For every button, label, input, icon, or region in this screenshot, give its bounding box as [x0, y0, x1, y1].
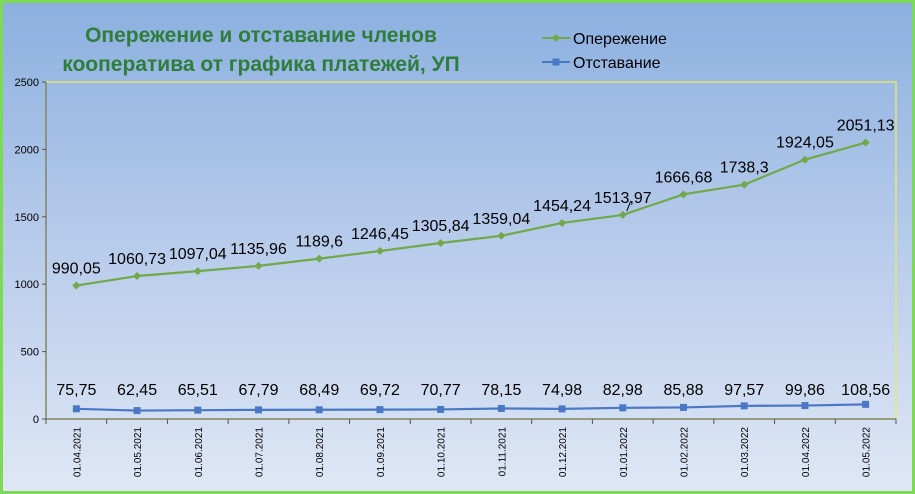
- data-point: [437, 405, 445, 413]
- data-point: [72, 281, 81, 290]
- x-tick-label: 01.11.2021: [497, 427, 508, 477]
- x-tick-label: 01.06.2021: [194, 427, 205, 477]
- data-point: [254, 261, 263, 270]
- data-label: 1666,68: [655, 169, 713, 186]
- data-point: [194, 406, 202, 414]
- data-point: [619, 404, 627, 412]
- data-label: 70,77: [421, 382, 461, 399]
- data-label: 1924,05: [776, 135, 834, 152]
- data-point: [497, 231, 506, 240]
- data-label: 78,15: [481, 382, 521, 399]
- data-label: 74,98: [542, 382, 582, 399]
- data-point: [740, 402, 748, 410]
- data-label: 82,98: [603, 382, 643, 399]
- data-label: 1060,73: [108, 251, 166, 268]
- data-point: [801, 402, 809, 410]
- data-label: 1189,6: [295, 234, 343, 251]
- data-point: [133, 272, 142, 281]
- x-tick-label: 01.12.2021: [558, 427, 569, 477]
- data-label: 1738,3: [720, 160, 769, 177]
- data-label: 75,75: [56, 382, 96, 399]
- data-point: [740, 180, 749, 189]
- data-point: [133, 407, 141, 415]
- data-label: 97,57: [724, 382, 764, 399]
- data-point: [72, 405, 80, 413]
- x-tick-label: 01.01.2022: [619, 427, 630, 477]
- data-point: [679, 190, 688, 199]
- data-label: 2051,13: [837, 118, 895, 135]
- x-tick-label: 01.04.2021: [72, 427, 83, 477]
- y-tick-label: 1500: [15, 212, 39, 224]
- data-label: 108,56: [841, 382, 890, 399]
- data-label: 1097,04: [169, 246, 227, 263]
- data-label: 85,88: [663, 382, 703, 399]
- x-tick-label: 01.05.2021: [133, 427, 144, 477]
- data-label: 1513,97: [594, 190, 652, 207]
- data-point: [618, 210, 627, 219]
- data-point: [315, 406, 323, 414]
- data-label: 68,49: [299, 382, 339, 399]
- y-tick-label: 0: [33, 414, 39, 426]
- x-tick-label: 01.07.2021: [255, 427, 266, 477]
- data-point: [376, 406, 384, 414]
- legend-label: Отставание: [573, 55, 661, 72]
- x-tick-label: 01.05.2022: [862, 427, 873, 477]
- data-label: 1454,24: [533, 198, 591, 215]
- data-label: 67,79: [238, 382, 278, 399]
- label-leader-line: [626, 200, 632, 212]
- data-label: 1305,84: [412, 218, 470, 235]
- data-label: 1135,96: [230, 241, 287, 258]
- data-point: [436, 238, 445, 247]
- x-tick-label: 01.02.2022: [680, 427, 691, 477]
- x-tick-label: 01.03.2022: [740, 427, 751, 477]
- data-point: [680, 403, 687, 411]
- data-point: [800, 155, 809, 164]
- data-point: [255, 406, 262, 414]
- x-tick-label: 01.10.2021: [437, 427, 448, 477]
- data-point: [558, 405, 566, 413]
- data-point: [315, 254, 324, 263]
- legend-marker: [552, 34, 560, 42]
- x-tick-label: 01.04.2022: [801, 427, 812, 477]
- data-label: 62,45: [117, 382, 157, 399]
- data-point: [861, 138, 870, 147]
- data-label: 990,05: [52, 261, 101, 278]
- data-point: [862, 400, 870, 408]
- x-tick-label: 01.09.2021: [376, 427, 387, 477]
- data-label: 99,86: [785, 382, 825, 399]
- series-line-1: [76, 141, 866, 287]
- data-point: [375, 246, 384, 255]
- data-point: [193, 267, 202, 276]
- data-point: [558, 218, 567, 227]
- x-tick-label: 01.08.2021: [315, 427, 326, 477]
- series-line-2: [76, 403, 866, 412]
- y-tick-label: 2000: [15, 144, 39, 156]
- y-tick-label: 500: [21, 347, 39, 359]
- legend-label: Опережение: [573, 31, 667, 48]
- data-label: 65,51: [178, 382, 218, 399]
- data-label: 1246,45: [351, 226, 409, 243]
- y-tick-label: 2500: [15, 77, 39, 89]
- chart-title: Опережение и отставание членов кооперати…: [62, 24, 460, 76]
- data-label: 1359,04: [472, 211, 530, 228]
- chart-canvas: 0 500 1000 1500 2000 2500 01.04.2021 01.05.2021…: [15, 31, 897, 477]
- data-point: [497, 404, 505, 412]
- data-label: 69,72: [360, 382, 400, 399]
- legend-marker: [552, 58, 560, 66]
- y-tick-label: 1000: [15, 279, 39, 291]
